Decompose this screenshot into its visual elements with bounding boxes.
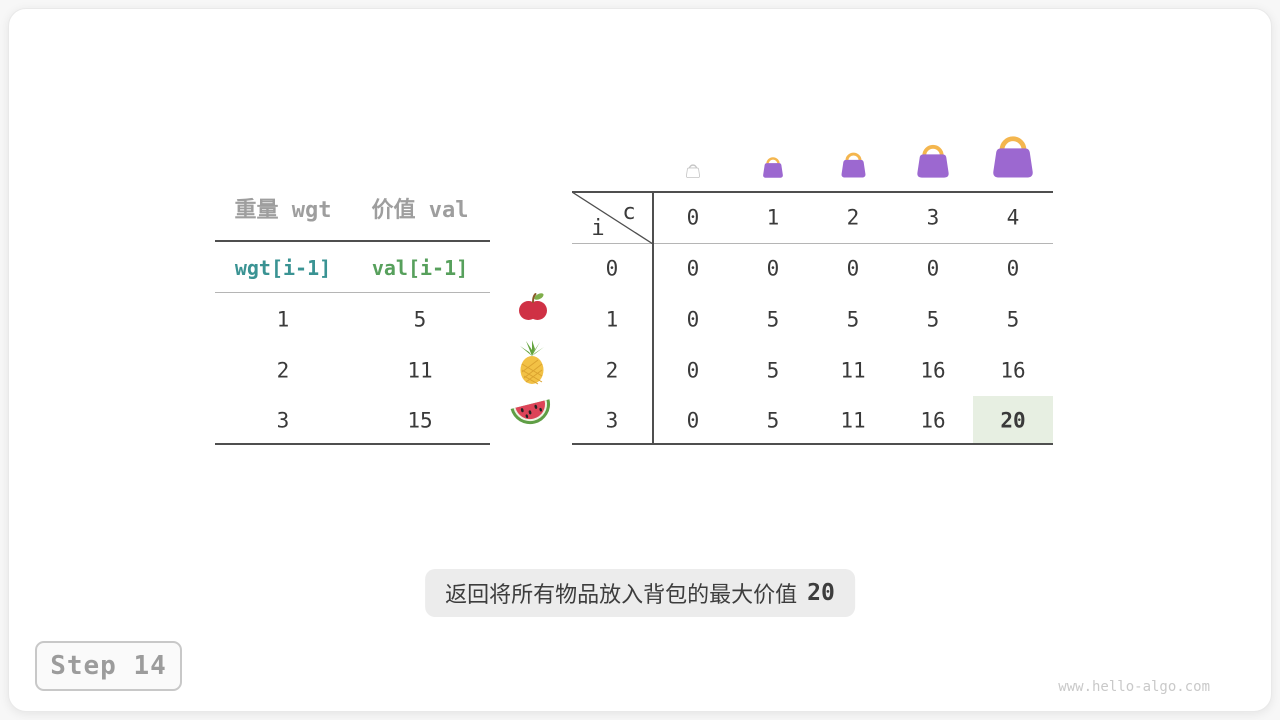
dp-vertical-rule (652, 191, 654, 445)
dp-cell: 16 (920, 408, 946, 433)
dp-col-header: 2 (846, 205, 860, 230)
bag-icon-medium (839, 151, 868, 178)
dp-cell: 5 (766, 307, 780, 332)
items-header-value: 价值 val (371, 198, 469, 223)
dp-row-label: 2 (605, 358, 619, 383)
dp-corner-diagonal (571, 191, 654, 245)
items-bottom-rule (215, 443, 490, 445)
items-subheader-rule (215, 292, 490, 293)
items-subheader-val: val[i-1] (371, 256, 469, 280)
caption-value: 20 (807, 580, 835, 606)
dp-cell: 11 (840, 408, 866, 433)
caption-text: 返回将所有物品放入背包的最大价值 (445, 582, 798, 607)
dp-bottom-rule (572, 443, 1053, 445)
step-badge: Step 14 (35, 641, 182, 691)
dp-cell: 16 (1000, 358, 1026, 383)
dp-row-label: 1 (605, 307, 619, 332)
dp-cell: 0 (766, 256, 780, 281)
dp-cell: 5 (1006, 307, 1020, 332)
dp-corner-col-var: c (622, 200, 636, 225)
dp-cell: 5 (846, 307, 860, 332)
dp-top-rule (572, 191, 1053, 193)
item-val-value: 11 (407, 358, 433, 383)
dp-cell: 0 (1006, 256, 1020, 281)
dp-corner-row-var: i (591, 216, 605, 241)
dp-cell: 5 (926, 307, 940, 332)
dp-cell: 0 (926, 256, 940, 281)
dp-cell: 5 (766, 358, 780, 383)
item-wgt-value: 3 (276, 408, 290, 433)
dp-cell: 16 (920, 358, 946, 383)
item-val-value: 15 (407, 408, 433, 433)
bag-outline-icon (685, 163, 701, 179)
dp-row-label: 0 (605, 256, 619, 281)
dp-col-header: 4 (1006, 205, 1020, 230)
dp-col-header: 3 (926, 205, 940, 230)
item-wgt-value: 1 (276, 307, 290, 332)
dp-cell: 0 (686, 256, 700, 281)
watermelon-icon (510, 399, 550, 425)
dp-col-header: 1 (766, 205, 780, 230)
items-header-rule (215, 240, 490, 242)
dp-cell: 11 (840, 358, 866, 383)
dp-cell: 0 (686, 408, 700, 433)
watermark-url: www.hello-algo.com (1058, 679, 1210, 695)
dp-cell: 0 (846, 256, 860, 281)
bag-icon-large (914, 143, 952, 178)
bag-icon-small (761, 156, 785, 178)
item-val-value: 5 (413, 307, 427, 332)
caption-pill: 返回将所有物品放入背包的最大价值 20 (425, 569, 855, 617)
pineapple-icon (520, 340, 544, 385)
dp-cell: 0 (686, 358, 700, 383)
dp-highlight-cell (973, 396, 1053, 443)
dp-col-header: 0 (686, 205, 700, 230)
dp-header-rule (572, 243, 1053, 244)
items-header-weight: 重量 wgt (234, 198, 332, 223)
dp-cell: 5 (766, 408, 780, 433)
dp-row-label: 3 (605, 408, 619, 433)
apple-icon (519, 293, 547, 320)
dp-cell: 0 (686, 307, 700, 332)
bag-icon-xlarge (989, 134, 1037, 178)
items-subheader-wgt: wgt[i-1] (234, 256, 332, 280)
item-wgt-value: 2 (276, 358, 290, 383)
dp-cell-highlighted: 20 (1000, 408, 1026, 433)
